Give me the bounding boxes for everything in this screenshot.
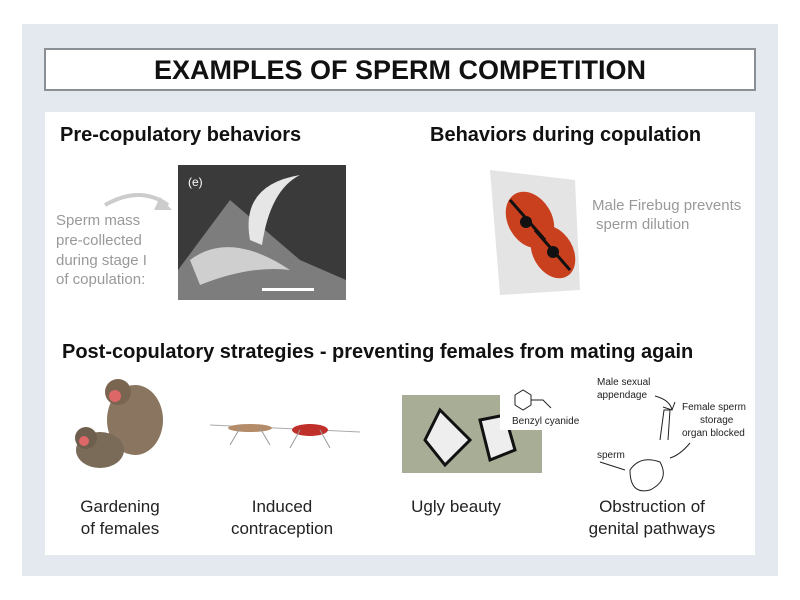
diagram-label: sperm <box>597 450 625 461</box>
section-heading: Pre-copulatory behaviors <box>60 124 301 146</box>
sem-image: (e) <box>178 165 346 300</box>
mosquito-image <box>209 424 361 449</box>
caption-line: Male Firebug prevents <box>592 197 741 214</box>
section-heading: Behaviors during copulation <box>430 124 701 146</box>
caption-line: genital pathways <box>589 519 716 538</box>
caption-line: of copulation: <box>56 271 145 288</box>
diagram-label: storage <box>700 415 734 426</box>
section-heading: Post-copulatory strategies - preventing … <box>62 341 693 363</box>
firebug-image <box>490 170 580 295</box>
monkey-image <box>75 379 163 468</box>
diagram-label: Female sperm <box>682 402 746 413</box>
butterfly-image: Benzyl cyanide <box>402 385 580 473</box>
caption-line: Obstruction of <box>599 497 705 516</box>
diagram-label: appendage <box>597 390 647 401</box>
genital-diagram: Male sexual appendage Female sperm stora… <box>597 377 746 492</box>
diagram-label: organ blocked <box>682 428 745 439</box>
caption-line: of females <box>81 519 159 538</box>
caption-line: Gardening <box>80 497 159 516</box>
image-label: Benzyl cyanide <box>512 416 580 427</box>
title: EXAMPLES OF SPERM COMPETITION <box>154 55 646 85</box>
diagram-label: Male sexual <box>597 377 650 388</box>
content-panel <box>45 112 755 555</box>
caption-line: during stage I <box>56 252 147 269</box>
title-box <box>44 48 756 91</box>
caption-line: Ugly beauty <box>411 497 501 516</box>
image-label: (e) <box>188 175 203 189</box>
caption-line: sperm dilution <box>596 216 689 233</box>
caption-line: Induced <box>252 497 313 516</box>
caption-line: pre-collected <box>56 232 142 249</box>
arrow-head <box>154 197 172 210</box>
caption-line: Sperm mass <box>56 212 140 229</box>
caption-line: contraception <box>231 519 333 538</box>
